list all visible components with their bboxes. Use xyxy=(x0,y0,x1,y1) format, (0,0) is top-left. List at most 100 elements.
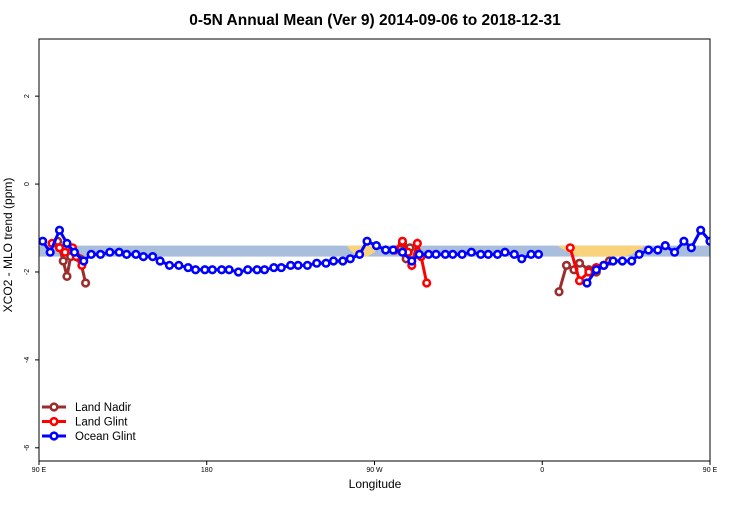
ocean-glint-point xyxy=(688,245,695,252)
ocean-glint-point xyxy=(502,249,509,256)
ocean-glint-point xyxy=(330,258,337,265)
ocean-glint-point xyxy=(123,251,130,258)
plot-area xyxy=(39,227,750,295)
legend-ocean-glint-label: Ocean Glint xyxy=(75,431,137,443)
ocean-glint-point xyxy=(600,262,607,269)
ocean-glint-point xyxy=(166,262,173,269)
ocean-glint-point xyxy=(356,251,363,258)
ocean-glint-point xyxy=(628,258,635,265)
x-tick-label: 90 E xyxy=(703,467,718,474)
y-tick-label: 2 xyxy=(24,94,31,98)
land-glint-point xyxy=(414,240,421,247)
land-nadir-point xyxy=(733,258,740,265)
ocean-glint-point xyxy=(716,249,723,256)
land-nadir-point xyxy=(725,238,732,245)
ocean-glint-point xyxy=(157,258,164,265)
ocean-glint-point xyxy=(149,253,156,260)
ocean-glint-point xyxy=(71,249,78,256)
land-glint-line xyxy=(723,243,750,265)
ocean-glint-point xyxy=(39,238,46,245)
ocean-glint-point xyxy=(485,251,492,258)
ocean-glint-point xyxy=(373,242,380,249)
ocean-glint-point xyxy=(235,269,242,276)
legend: Land Nadir Land Glint Ocean Glint xyxy=(42,402,137,443)
land-glint-point xyxy=(744,253,750,260)
legend-land-nadir-label: Land Nadir xyxy=(75,402,131,414)
land-glint-point xyxy=(733,249,740,256)
land-glint-point xyxy=(576,277,583,284)
ocean-glint-point xyxy=(610,258,617,265)
ocean-glint-point xyxy=(433,251,440,258)
ocean-glint-point xyxy=(202,266,209,273)
y-tick-label: -2 xyxy=(24,269,31,275)
y-axis-label: XCO2 - MLO trend (ppm) xyxy=(1,178,15,313)
ocean-glint-point xyxy=(746,249,750,256)
ocean-glint-point xyxy=(425,251,432,258)
ocean-glint-point xyxy=(64,240,71,247)
legend-ocean-glint-marker xyxy=(51,433,58,440)
ocean-glint-point xyxy=(477,251,484,258)
ocean-glint-point xyxy=(468,249,475,256)
land-nadir-point xyxy=(82,280,89,287)
ocean-glint-point xyxy=(295,262,302,269)
legend-land-glint-marker xyxy=(51,418,58,425)
ocean-glint-point xyxy=(681,238,688,245)
ocean-glint-point xyxy=(47,249,54,256)
land-nadir-point xyxy=(576,260,583,267)
ocean-glint-point xyxy=(244,266,251,273)
land-glint-point xyxy=(740,245,747,252)
ocean-glint-point xyxy=(636,251,643,258)
ocean-glint-point xyxy=(671,249,678,256)
land-nadir-point xyxy=(563,262,570,269)
x-tick-label: 0 xyxy=(540,467,544,474)
x-tick-label: 180 xyxy=(201,467,213,474)
land-glint-point xyxy=(567,245,574,252)
ocean-glint-point xyxy=(340,258,347,265)
ocean-glint-point xyxy=(56,227,63,234)
ocean-glint-point xyxy=(347,255,354,262)
ocean-glint-point xyxy=(731,253,738,260)
land-glint-point xyxy=(727,245,734,252)
ocean-glint-point xyxy=(584,280,591,287)
land-nadir-line xyxy=(729,241,748,276)
ocean-glint-point xyxy=(364,238,371,245)
ocean-glint-point xyxy=(88,251,95,258)
ocean-glint-point xyxy=(287,262,294,269)
ocean-glint-point xyxy=(738,251,745,258)
ocean-glint-point xyxy=(655,247,662,254)
land-nadir-point xyxy=(556,288,563,295)
chart-title: 0-5N Annual Mean (Ver 9) 2014-09-06 to 2… xyxy=(189,12,561,29)
ocean-glint-point xyxy=(140,253,147,260)
ocean-glint-point xyxy=(723,258,730,265)
ocean-glint-point xyxy=(323,260,330,267)
ocean-glint-point xyxy=(116,249,123,256)
land-glint-point xyxy=(586,269,593,276)
x-tick-label: 90 W xyxy=(366,467,383,474)
ocean-glint-point xyxy=(662,242,669,249)
ocean-glint-point xyxy=(528,251,535,258)
ocean-glint-point xyxy=(304,262,311,269)
legend-land-glint-label: Land Glint xyxy=(75,417,128,429)
ocean-glint-point xyxy=(175,262,182,269)
ocean-glint-point xyxy=(185,264,192,271)
ocean-glint-point xyxy=(254,266,261,273)
x-axis-label: Longitude xyxy=(349,477,402,491)
ocean-glint-point xyxy=(535,251,542,258)
ocean-glint-point xyxy=(511,251,518,258)
ocean-glint-point xyxy=(494,251,501,258)
ocean-glint-point xyxy=(133,251,140,258)
ocean-glint-point xyxy=(408,258,415,265)
ocean-glint-point xyxy=(390,247,397,254)
y-tick-label: 0 xyxy=(24,182,31,186)
ocean-glint-point xyxy=(442,251,449,258)
y-tick-label: -4 xyxy=(24,357,31,363)
ocean-glint-point xyxy=(271,264,278,271)
ocean-glint-point xyxy=(313,260,320,267)
land-nadir-point xyxy=(738,273,745,280)
ocean-glint-point xyxy=(209,266,216,273)
ocean-glint-point xyxy=(226,266,233,273)
ocean-glint-point xyxy=(278,264,285,271)
land-nadir-point xyxy=(60,258,67,265)
